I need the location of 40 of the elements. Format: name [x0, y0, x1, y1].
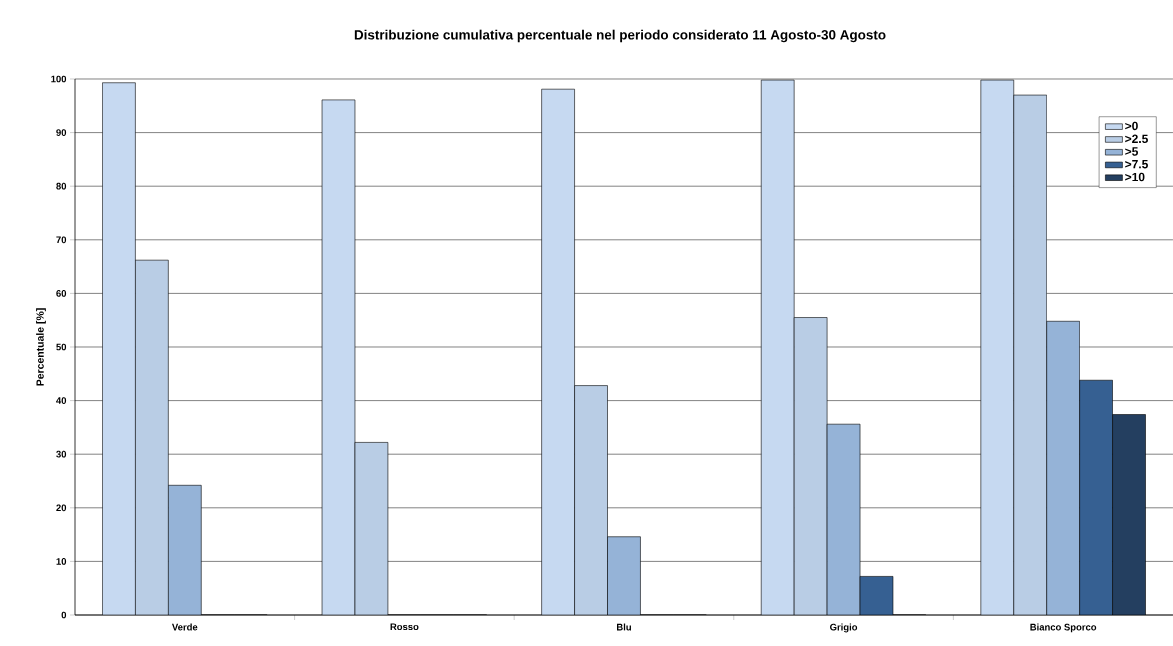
y-tick-label: 30	[56, 450, 67, 458]
bar	[859, 576, 894, 615]
legend-label: >10	[1125, 172, 1145, 182]
bar	[826, 423, 861, 615]
bar	[980, 79, 1015, 615]
bar	[102, 82, 136, 615]
chart-title: Distribuzione cumulativa percentuale nel periodo considerato 11 Agosto-30 Agosto	[354, 29, 886, 43]
x-tick-label: Verde	[171, 623, 198, 631]
y-tick-label: 70	[56, 236, 67, 244]
y-tick-label: 100	[51, 75, 67, 83]
legend-label: >5	[1125, 147, 1138, 156]
bar	[574, 385, 608, 615]
bar	[607, 536, 641, 615]
y-tick-label: 50	[56, 343, 67, 351]
y-axis-title: Percentuale [%]	[36, 308, 46, 386]
x-tick-label: Grigio	[830, 623, 858, 633]
legend-label: >2.5	[1125, 134, 1148, 143]
legend-label: >0	[1125, 121, 1138, 131]
bar	[1046, 320, 1080, 615]
y-tick-label: 90	[56, 129, 67, 136]
x-tick-label: Blu	[617, 623, 631, 631]
bar	[135, 259, 169, 615]
bar	[1013, 94, 1047, 615]
bar	[760, 79, 795, 615]
y-tick-label: 60	[56, 290, 67, 297]
y-tick-label: 40	[56, 397, 67, 404]
y-tick-label: 10	[56, 558, 67, 565]
legend-label: >7.5	[1125, 160, 1148, 169]
bar	[541, 88, 575, 615]
y-tick-label: 20	[56, 504, 67, 512]
y-tick-label: 0	[61, 611, 67, 619]
x-tick-label: Rosso	[390, 623, 419, 631]
bar	[1079, 379, 1113, 615]
bar	[1112, 414, 1146, 615]
bar	[168, 484, 202, 615]
bar	[354, 442, 389, 615]
bar	[793, 317, 828, 615]
y-tick-label: 80	[56, 182, 67, 190]
bar	[321, 99, 356, 615]
x-tick-label: Bianco Sporco	[1030, 623, 1097, 633]
